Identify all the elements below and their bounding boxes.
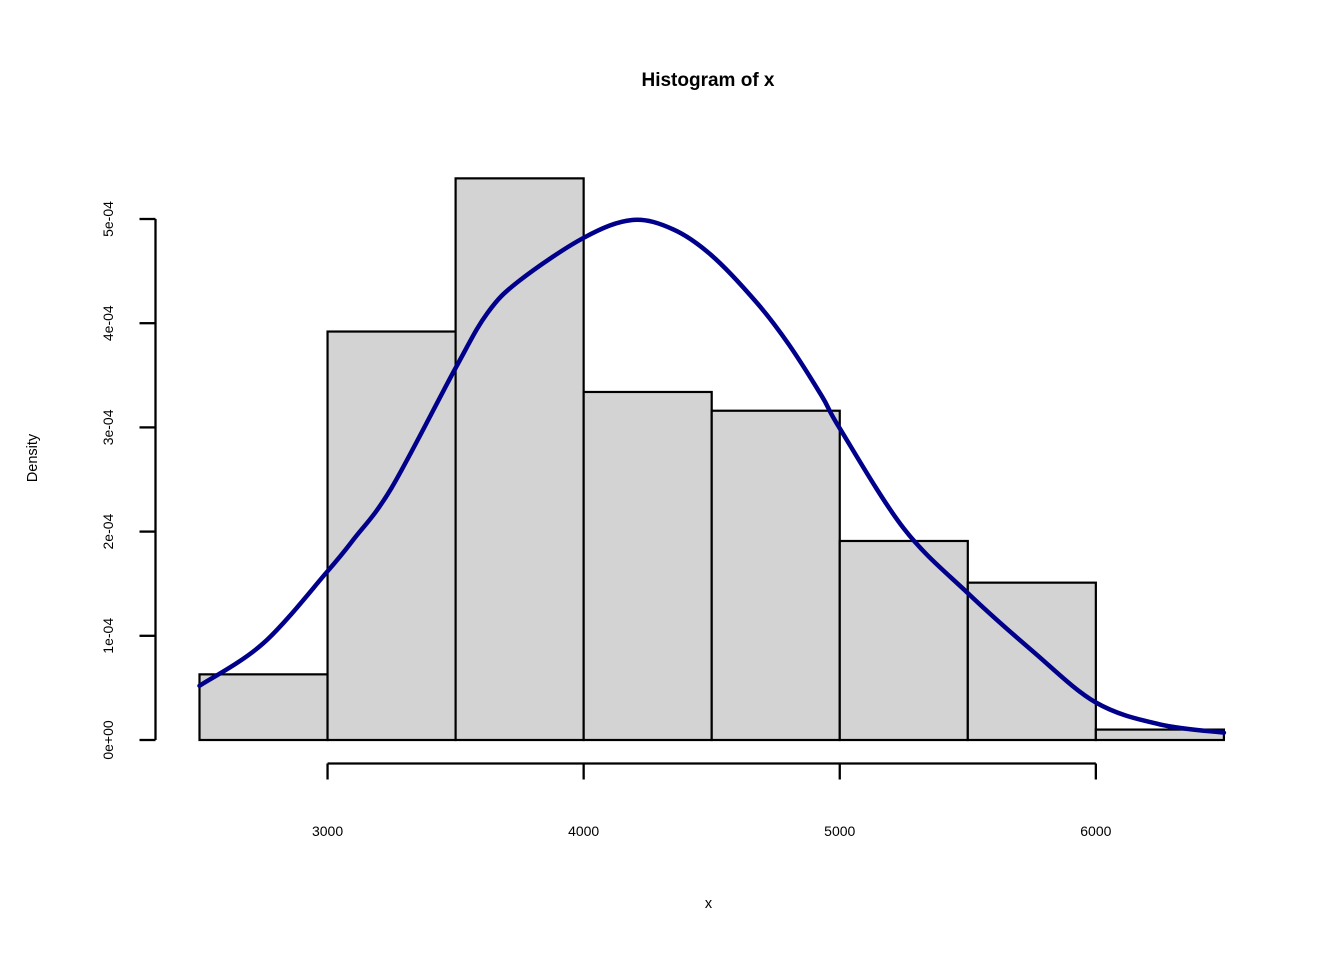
histogram-bar: [454, 177, 585, 742]
x-axis-tick-label: 4000: [568, 823, 599, 839]
density-curve-layer: [197, 217, 1227, 735]
histogram-bars-layer: [198, 177, 1225, 742]
histogram-bar: [198, 673, 329, 742]
x-axis-tick-label: 5000: [824, 823, 855, 839]
histogram-bar: [838, 539, 969, 742]
chart-title: Histogram of x: [641, 70, 774, 91]
x-axis-tick-label: 6000: [1080, 823, 1111, 839]
y-axis-label: Density: [25, 433, 41, 482]
density-curve: [197, 217, 1227, 735]
histogram-bar: [710, 409, 841, 742]
y-axis-tick-label: 2e-04: [100, 513, 116, 549]
histogram-bar: [966, 581, 1097, 742]
histogram-bar: [582, 390, 713, 742]
y-axis-tick-label: 3e-04: [100, 409, 116, 445]
axes-layer: 0e+00 1e-04 2e-04 3e-04 4e-04 5e-04 3000 4000 50…: [100, 201, 1112, 839]
x-axis-label: x: [705, 896, 713, 912]
y-axis-tick-label: 1e-04: [100, 618, 116, 654]
y-axis-tick-label: 4e-04: [100, 305, 116, 341]
y-axis-tick-label: 5e-04: [100, 201, 116, 237]
x-axis-tick-label: 3000: [312, 823, 343, 839]
histogram-bar: [326, 330, 457, 742]
y-axis-tick-label: 0e+00: [100, 720, 116, 760]
